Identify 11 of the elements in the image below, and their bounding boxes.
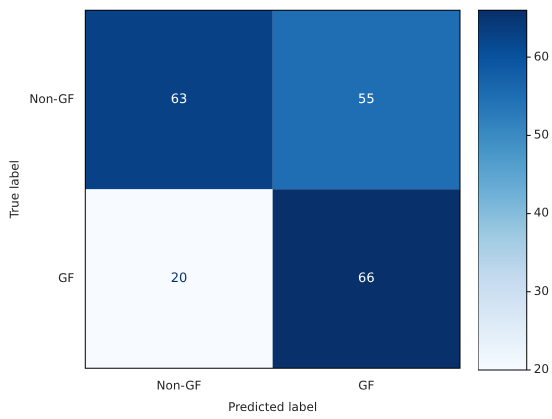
y-axis-title: True label [7, 160, 22, 220]
color-bar-label: 30 [534, 284, 550, 298]
x-axis-title: Predicted label [228, 400, 318, 414]
data-label: 66 [358, 271, 375, 286]
color-bar-label: 20 [534, 362, 550, 376]
color-bar-label: 50 [534, 127, 550, 142]
color-bar-label: 40 [534, 206, 550, 220]
data-label: 20 [170, 271, 188, 286]
data-label: 63 [170, 92, 188, 108]
color-bar-label: 60 [534, 49, 550, 64]
data-label: 55 [358, 92, 375, 108]
